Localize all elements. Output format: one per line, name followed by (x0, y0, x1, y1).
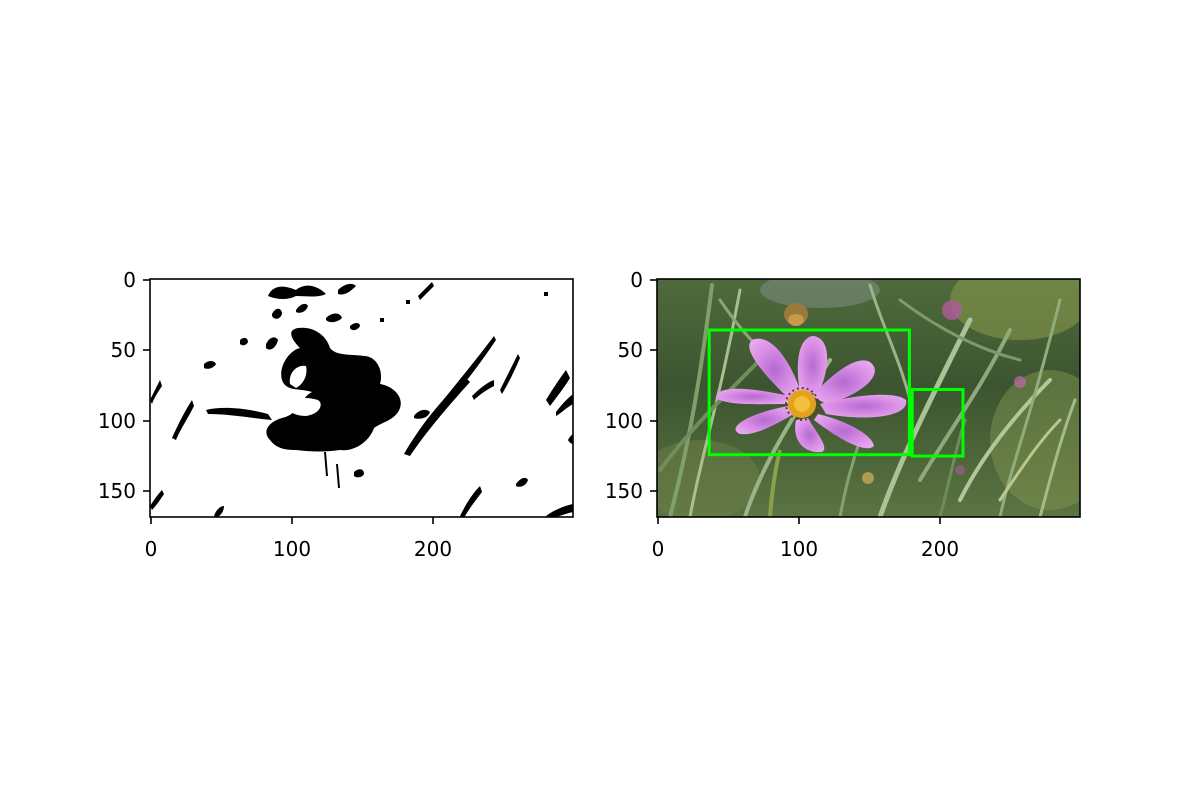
mask-axes-frame (149, 278, 574, 518)
mask-ytick-label: 150 (98, 479, 136, 503)
photo-xtick-label: 200 (921, 537, 959, 561)
photo-x-ticks: 0 100 200 (652, 517, 959, 561)
mask-image (150, 279, 573, 517)
detection-box-2 (910, 388, 965, 458)
mask-xtick-label: 0 (145, 537, 158, 561)
photo-panel: 0 50 100 150 0 100 200 (605, 268, 1081, 561)
photo-ytick-label: 0 (630, 268, 643, 292)
photo-xtick-label: 100 (780, 537, 818, 561)
photo-xtick-label: 0 (652, 537, 665, 561)
mask-ytick-label: 100 (98, 409, 136, 433)
detection-box-1 (707, 328, 911, 457)
photo-ytick-label: 100 (605, 409, 643, 433)
mask-panel: 0 50 100 150 0 100 200 (98, 268, 574, 561)
flower-photo (657, 279, 1080, 517)
photo-ytick-label: 50 (618, 338, 643, 362)
mask-xtick-label: 200 (414, 537, 452, 561)
mask-y-ticks: 0 50 100 150 (98, 268, 150, 503)
mask-ytick-label: 0 (123, 268, 136, 292)
photo-ytick-label: 150 (605, 479, 643, 503)
cosmos-flower (716, 336, 907, 453)
photo-y-ticks: 0 50 100 150 (605, 268, 657, 503)
photo-axes-frame (656, 278, 1081, 518)
detection-boxes (707, 328, 965, 458)
mask-ytick-label: 50 (111, 338, 136, 362)
mask-xtick-label: 100 (273, 537, 311, 561)
mask-x-ticks: 0 100 200 (145, 517, 452, 561)
